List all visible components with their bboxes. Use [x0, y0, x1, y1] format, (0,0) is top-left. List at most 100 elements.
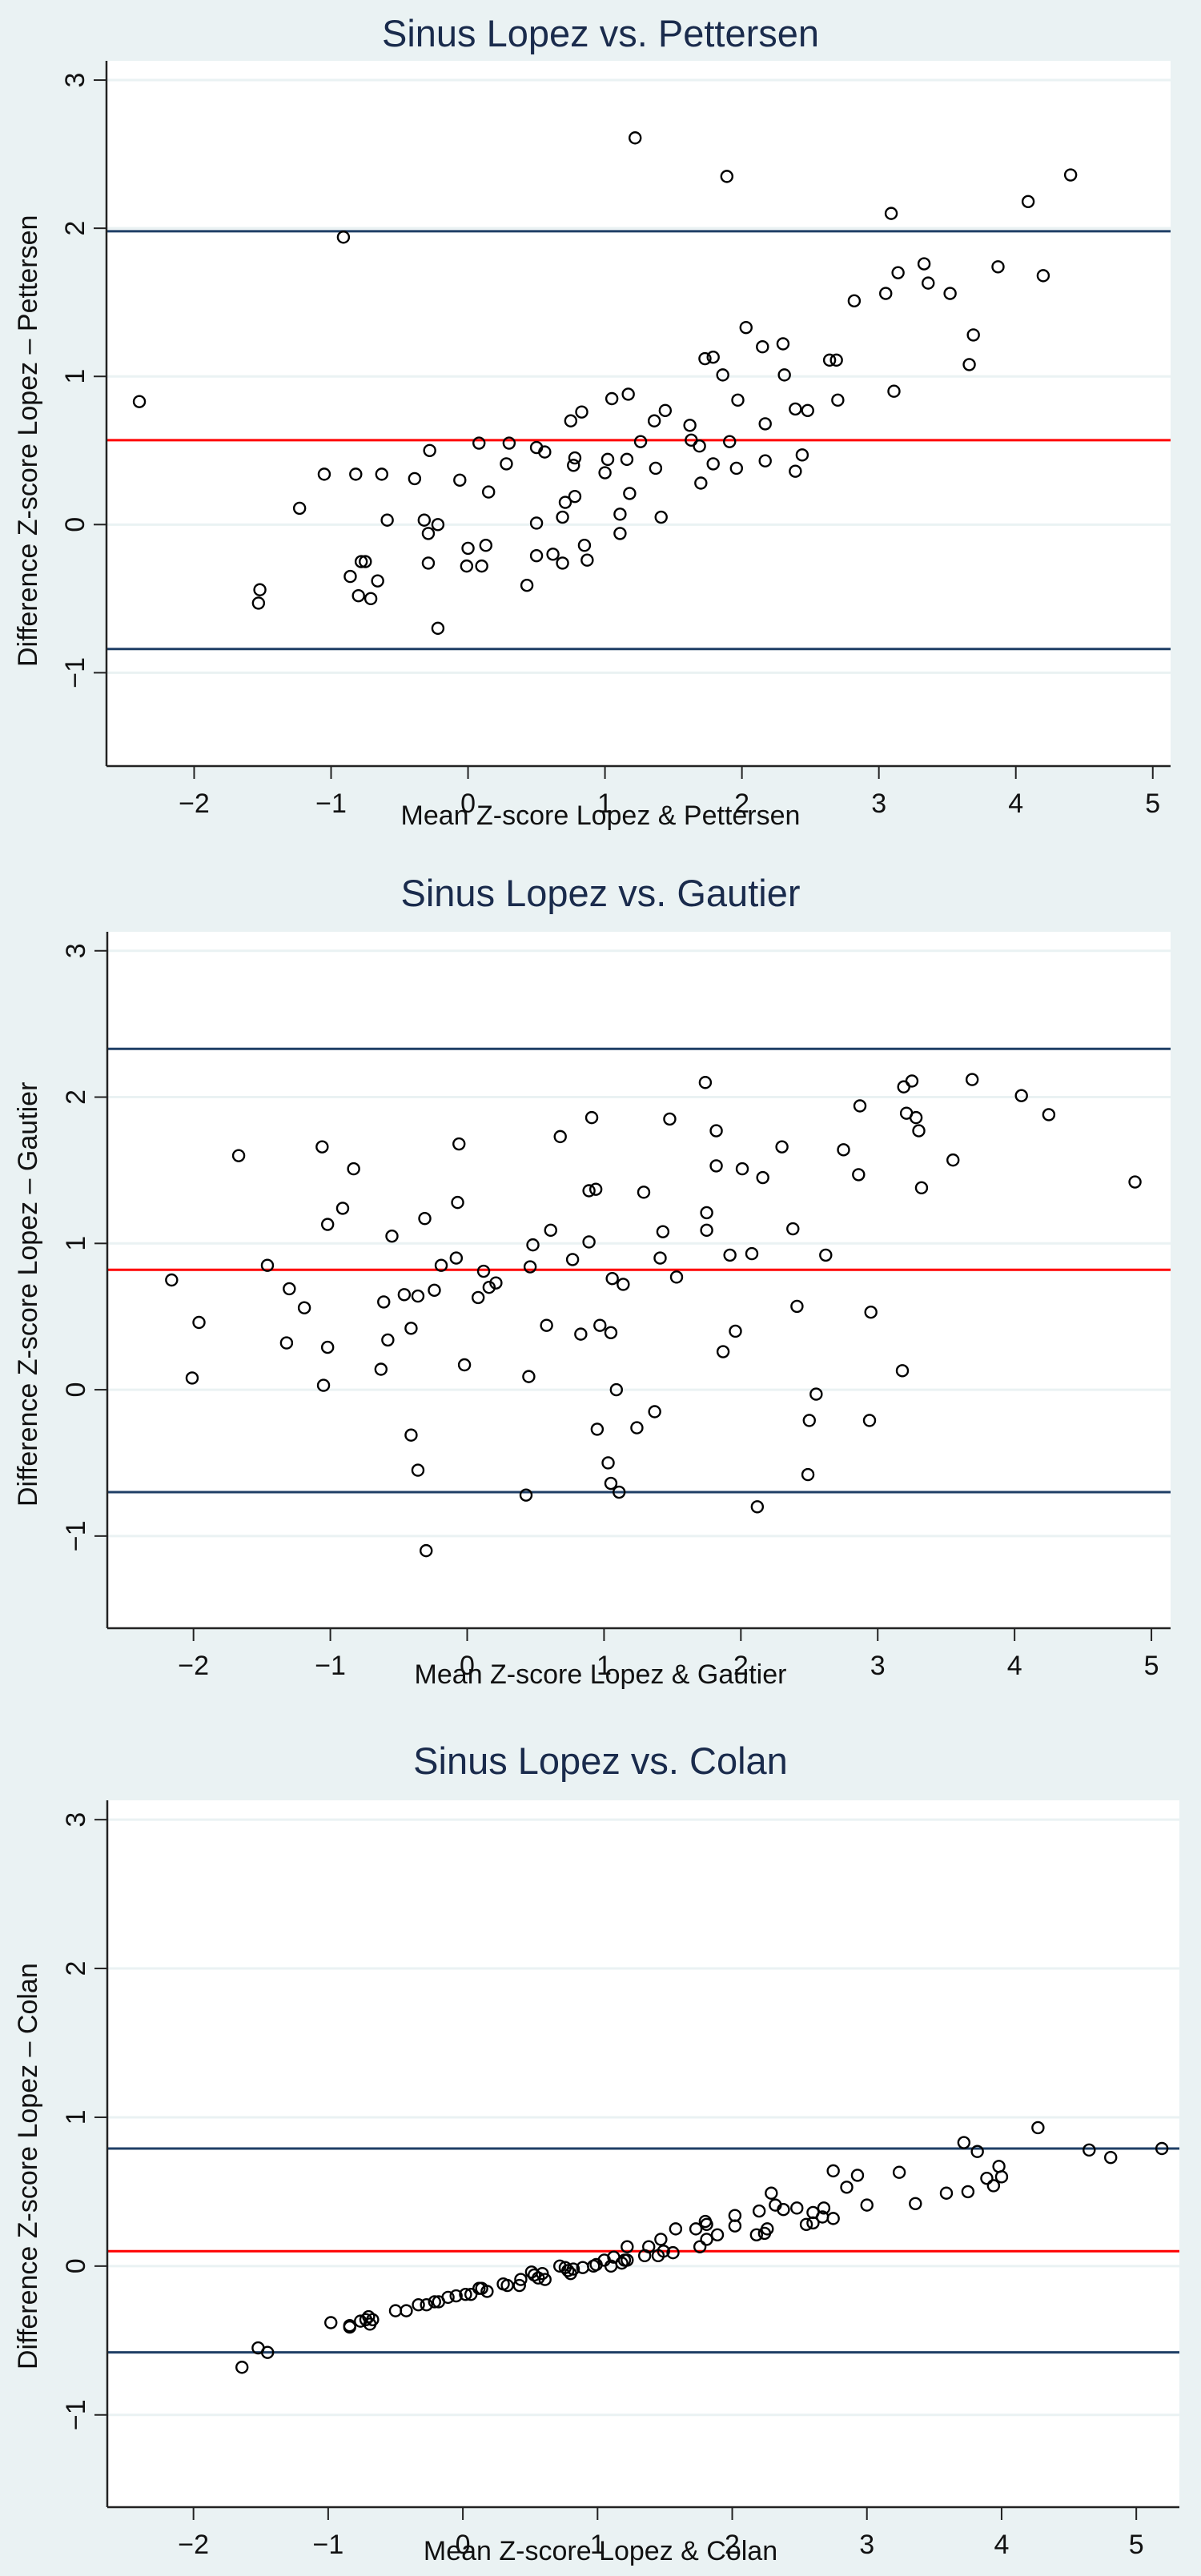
- x-tick-label: 0: [456, 2530, 471, 2560]
- data-point: [472, 436, 486, 450]
- x-tick-label: 2: [725, 2530, 740, 2560]
- data-point: [826, 2212, 840, 2225]
- data-point: [980, 2171, 994, 2185]
- data-point: [909, 1110, 923, 1125]
- data-point: [320, 1218, 335, 1231]
- data-point: [453, 473, 467, 487]
- data-point: [283, 1282, 296, 1296]
- y-tick-label: 1: [61, 2109, 91, 2125]
- data-point: [452, 1137, 466, 1151]
- data-point: [460, 559, 474, 573]
- data-point: [789, 464, 802, 478]
- data-point: [837, 1143, 850, 1157]
- data-point: [892, 2165, 906, 2179]
- data-point: [689, 2222, 703, 2236]
- x-axis-label: Mean Z-score Lopez & Gautier: [414, 1659, 787, 1690]
- data-point: [400, 2304, 413, 2317]
- data-point: [887, 384, 901, 398]
- data-point: [514, 2273, 528, 2286]
- data-point: [758, 454, 772, 467]
- data-point: [749, 2228, 764, 2242]
- data-point: [693, 2240, 707, 2253]
- data-point: [479, 539, 492, 552]
- data-point: [609, 1382, 623, 1397]
- data-point: [1042, 1108, 1056, 1121]
- data-point: [720, 170, 734, 183]
- data-point: [962, 358, 976, 371]
- data-point: [723, 1248, 737, 1262]
- data-point: [475, 559, 488, 573]
- data-point: [853, 1099, 867, 1113]
- data-point: [716, 1345, 730, 1358]
- data-point: [826, 2164, 840, 2178]
- data-point: [336, 231, 351, 244]
- data-point: [421, 556, 436, 570]
- data-point: [806, 2216, 820, 2230]
- data-point: [647, 414, 661, 427]
- data-point: [381, 1333, 395, 1347]
- data-point: [776, 337, 790, 351]
- data-point: [354, 555, 368, 568]
- data-point: [970, 2145, 984, 2158]
- data-point: [489, 1276, 503, 1290]
- data-point: [852, 1168, 866, 1182]
- data-point: [728, 2209, 742, 2222]
- data-point: [884, 207, 898, 220]
- data-point: [561, 2264, 575, 2277]
- data-point: [786, 1222, 800, 1236]
- data-point: [315, 1140, 329, 1154]
- data-point: [431, 621, 445, 636]
- data-point: [598, 466, 612, 479]
- data-point: [694, 476, 708, 490]
- data-point: [420, 2297, 433, 2312]
- data-point: [374, 1362, 388, 1376]
- data-point: [943, 287, 957, 300]
- data-point: [411, 1463, 425, 1477]
- data-point: [860, 2198, 874, 2212]
- data-point: [366, 2313, 380, 2326]
- data-point: [423, 443, 436, 457]
- data-point: [582, 1184, 596, 1198]
- data-point: [324, 2316, 338, 2329]
- data-point: [700, 1206, 713, 1220]
- data-point: [347, 1162, 360, 1176]
- data-point: [822, 353, 837, 367]
- x-tick-label: −1: [315, 788, 347, 819]
- x-tick-label: −2: [178, 1651, 209, 1681]
- data-point: [629, 131, 642, 145]
- data-point: [864, 1306, 878, 1319]
- data-point: [621, 2253, 634, 2267]
- data-point: [729, 1324, 742, 1338]
- data-point: [165, 1273, 179, 1287]
- y-tick-label: 0: [61, 1382, 91, 1398]
- data-point: [471, 1290, 485, 1305]
- data-point: [693, 439, 706, 453]
- data-point: [790, 2201, 804, 2215]
- data-point: [320, 1340, 335, 1354]
- data-point: [831, 393, 845, 407]
- data-point: [731, 393, 745, 407]
- x-tick-label: 5: [1145, 788, 1160, 819]
- data-point: [706, 457, 720, 471]
- data-point: [385, 1229, 399, 1243]
- data-point: [909, 2197, 922, 2210]
- data-point: [428, 2295, 441, 2309]
- chart-title: Sinus Lopez vs. Pettersen: [381, 12, 820, 54]
- data-point: [654, 510, 668, 524]
- data-point: [817, 2201, 831, 2215]
- data-point: [795, 448, 809, 462]
- data-point: [630, 1421, 644, 1434]
- data-point: [417, 513, 432, 527]
- y-tick-label: 3: [60, 73, 90, 88]
- data-point: [404, 1322, 418, 1335]
- data-point: [364, 592, 378, 606]
- y-tick-label: −1: [61, 2399, 91, 2430]
- data-point: [349, 467, 363, 481]
- data-point: [847, 294, 862, 308]
- data-point: [582, 1235, 596, 1249]
- chart-title: Sinus Lopez vs. Gautier: [400, 872, 801, 914]
- data-point: [556, 510, 569, 524]
- data-point: [922, 276, 935, 290]
- data-point: [1063, 168, 1078, 182]
- data-point: [613, 527, 627, 540]
